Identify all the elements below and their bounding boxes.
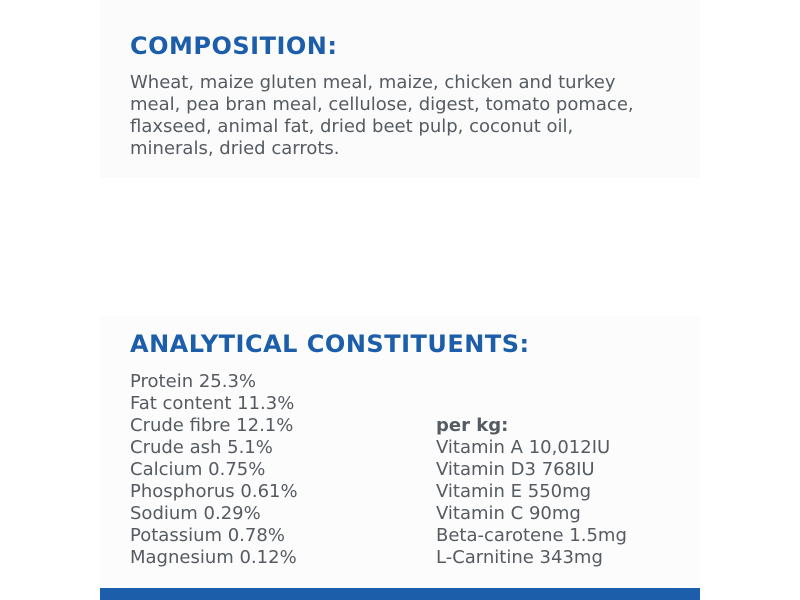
constituent-item: Fat content 11.3% xyxy=(130,393,295,414)
bottom-accent-bar xyxy=(100,588,700,600)
constituent-item: Protein 25.3% xyxy=(130,371,256,392)
analytical-constituents-heading: ANALYTICAL CONSTITUENTS: xyxy=(130,330,530,358)
composition-heading: COMPOSITION: xyxy=(130,32,338,60)
constituent-item: Potassium 0.78% xyxy=(130,525,285,546)
composition-text: Wheat, maize gluten meal, maize, chicken… xyxy=(130,72,634,159)
additive-item: Vitamin C 90mg xyxy=(436,503,581,524)
composition-panel xyxy=(100,0,700,178)
constituent-item: Sodium 0.29% xyxy=(130,503,261,524)
additive-item: Vitamin E 550mg xyxy=(436,481,592,502)
constituent-item: Phosphorus 0.61% xyxy=(130,481,298,502)
additive-item: Vitamin A 10,012IU xyxy=(436,437,611,458)
per-kg-label: per kg: xyxy=(436,415,509,436)
additive-item: Beta-carotene 1.5mg xyxy=(436,525,627,546)
constituent-item: Crude ash 5.1% xyxy=(130,437,273,458)
constituent-item: Magnesium 0.12% xyxy=(130,547,297,568)
analytical-constituents-list: Protein 25.3% Fat content 11.3% Crude fi… xyxy=(130,371,298,569)
additive-item: L-Carnitine 343mg xyxy=(436,547,603,568)
additive-item: Vitamin D3 768IU xyxy=(436,459,595,480)
per-kg-list: per kg: Vitamin A 10,012IU Vitamin D3 76… xyxy=(436,415,627,569)
analytical-panel xyxy=(100,316,700,588)
constituent-item: Calcium 0.75% xyxy=(130,459,266,480)
constituent-item: Crude fibre 12.1% xyxy=(130,415,294,436)
